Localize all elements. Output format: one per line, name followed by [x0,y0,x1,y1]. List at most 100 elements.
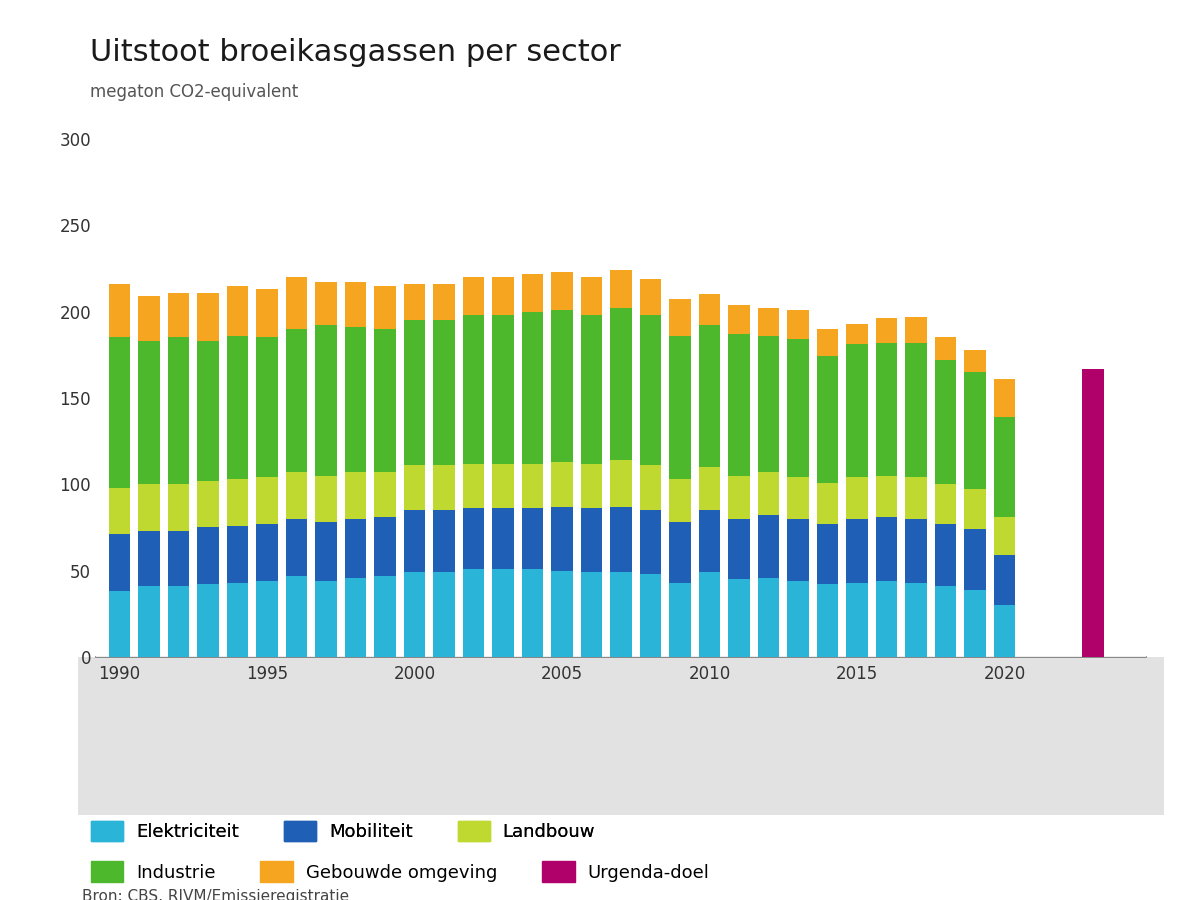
Bar [344,472,366,518]
Bar [522,311,544,464]
Bar [698,467,720,510]
Bar [905,317,926,343]
Bar [257,338,277,477]
Text: Bron: CBS, RIVM/Emissieregistratie: Bron: CBS, RIVM/Emissieregistratie [82,889,349,900]
Bar [404,284,425,320]
Bar [581,508,602,572]
Text: Uitstoot broeikasgassen per sector: Uitstoot broeikasgassen per sector [90,38,620,67]
Bar [728,304,750,334]
Bar [551,571,572,657]
Bar [640,279,661,315]
Bar [758,516,779,578]
Bar [522,508,544,569]
Legend: Elektriciteit, Mobiliteit, Landbouw: Elektriciteit, Mobiliteit, Landbouw [91,821,595,842]
Bar [344,327,366,472]
Bar [404,320,425,465]
Bar [817,328,838,356]
Bar [433,465,455,510]
Bar [846,324,868,345]
Bar [492,277,514,315]
Bar [670,336,691,479]
Bar [257,581,277,657]
Bar [404,465,425,510]
Bar [758,336,779,472]
Bar [905,343,926,477]
Bar [492,315,514,464]
Bar [109,591,131,657]
Bar [876,319,898,343]
Bar [257,477,277,524]
Bar [286,472,307,518]
Bar [994,555,1015,605]
Bar [138,296,160,341]
Bar [640,574,661,657]
Bar [551,462,572,507]
Bar [344,518,366,578]
Bar [905,477,926,518]
Bar [168,531,190,586]
Bar [817,356,838,482]
Bar [670,479,691,522]
Bar [404,572,425,657]
Bar [787,581,809,657]
Bar [846,582,868,657]
Bar [758,578,779,657]
Bar [344,283,366,327]
Bar [138,484,160,531]
Bar [551,507,572,571]
Bar [965,349,985,372]
Bar [227,285,248,336]
Bar [109,488,131,535]
Bar [316,475,337,522]
Bar [463,464,484,508]
Bar [168,338,190,484]
Bar [935,338,956,360]
Bar [698,510,720,572]
Bar [344,578,366,657]
Bar [994,518,1015,555]
Bar [463,277,484,315]
Bar [109,338,131,488]
Bar [935,360,956,484]
Bar [168,484,190,531]
Bar [374,328,396,472]
Legend: Industrie, Gebouwde omgeving, Urgenda-doel: Industrie, Gebouwde omgeving, Urgenda-do… [91,861,709,882]
Bar [994,379,1015,417]
Bar [817,482,838,524]
Bar [433,510,455,572]
Bar [758,308,779,336]
Bar [316,282,337,325]
Bar [935,484,956,524]
Bar [198,584,218,657]
Bar [876,343,898,475]
Bar [846,345,868,477]
Bar [935,524,956,586]
Bar [198,481,218,527]
Bar [611,308,631,460]
Bar [994,417,1015,518]
Bar [404,510,425,572]
Bar [198,292,218,341]
Bar [433,320,455,465]
Bar [817,524,838,584]
Text: megaton CO2-equivalent: megaton CO2-equivalent [90,83,299,101]
Bar [551,310,572,462]
Bar [286,328,307,472]
Bar [817,584,838,657]
Bar [227,336,248,479]
Bar [728,580,750,657]
Bar [316,325,337,475]
Bar [492,464,514,508]
Bar [1082,368,1104,657]
Bar [492,508,514,569]
Bar [611,460,631,507]
Bar [581,315,602,464]
Bar [522,464,544,508]
Bar [787,518,809,581]
Bar [787,339,809,477]
Bar [109,284,131,338]
Bar [227,582,248,657]
Bar [758,472,779,516]
Bar [846,518,868,582]
Bar [876,518,898,581]
